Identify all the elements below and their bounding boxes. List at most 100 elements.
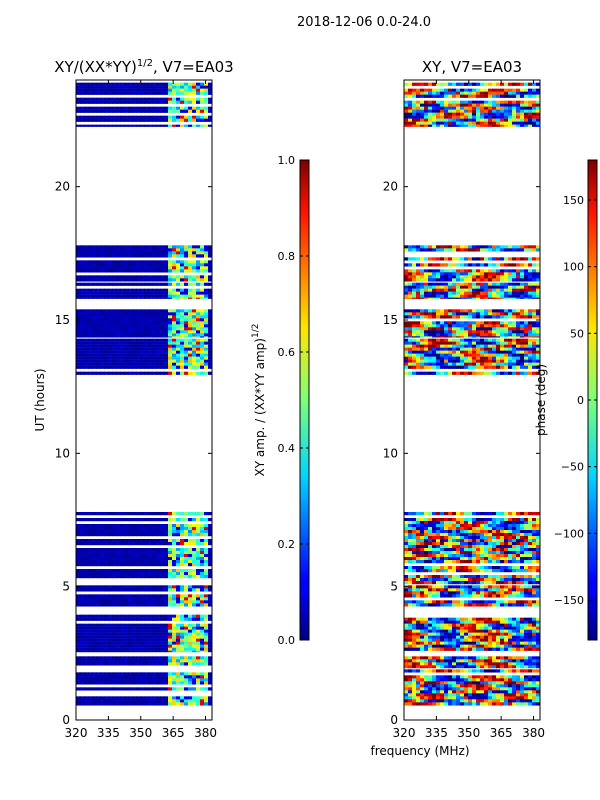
heatmap-cell <box>208 324 212 328</box>
heatmap-cell <box>424 656 429 660</box>
heatmap-cell <box>172 696 177 700</box>
heatmap-cell <box>76 524 81 528</box>
heatmap-cell <box>76 356 81 360</box>
heatmap-cell <box>104 115 109 119</box>
heatmap-cell <box>196 557 201 561</box>
heatmap-cell <box>504 588 509 592</box>
heatmap-cell <box>504 647 509 651</box>
heatmap-cell <box>204 82 209 86</box>
heatmap-cell <box>168 309 173 313</box>
heatmap-cell <box>408 684 413 688</box>
heatmap-cell <box>152 696 157 700</box>
heatmap-cell <box>528 551 533 555</box>
heatmap-cell <box>148 675 153 679</box>
heatmap-cell <box>460 588 465 592</box>
heatmap-cell <box>412 545 417 549</box>
heatmap-cell <box>180 356 185 360</box>
heatmap-cell <box>424 560 429 564</box>
heatmap-cell <box>112 681 117 685</box>
heatmap-cell <box>464 542 469 546</box>
heatmap-cell <box>196 85 201 89</box>
heatmap-cell <box>128 647 133 651</box>
heatmap-cell <box>504 591 509 595</box>
heatmap-cell <box>488 512 493 516</box>
heatmap-cell <box>464 702 469 706</box>
heatmap-cell <box>148 594 153 598</box>
heatmap-cell <box>148 245 153 249</box>
heatmap-cell <box>152 585 157 589</box>
heatmap-cell <box>108 530 113 534</box>
heatmap-cell <box>144 563 149 567</box>
heatmap-cell <box>192 333 197 337</box>
heatmap-cell <box>456 551 461 555</box>
heatmap-cell <box>104 635 109 639</box>
heatmap-cell <box>172 288 177 292</box>
heatmap-cell <box>76 245 81 249</box>
heatmap-cell <box>480 518 485 522</box>
heatmap-cell <box>120 347 125 351</box>
heatmap-cell <box>412 632 417 636</box>
heatmap-cell <box>448 545 453 549</box>
heatmap-cell <box>196 333 201 337</box>
heatmap-cell <box>520 699 525 703</box>
heatmap-cell <box>160 650 165 653</box>
heatmap-cell <box>148 371 153 375</box>
heatmap-cell <box>436 524 441 528</box>
heatmap-cell <box>412 656 417 660</box>
heatmap-cell <box>96 614 101 618</box>
heatmap-cell <box>424 518 429 522</box>
heatmap-cell <box>92 548 97 552</box>
heatmap-cell <box>124 542 129 546</box>
heatmap-cell <box>192 623 197 627</box>
heatmap-cell <box>412 644 417 648</box>
heatmap-cell <box>88 88 93 92</box>
heatmap-cell <box>156 297 161 299</box>
heatmap-cell <box>116 297 121 299</box>
heatmap-cell <box>488 524 493 528</box>
heatmap-cell <box>200 260 205 264</box>
heatmap-cell <box>172 106 177 110</box>
heatmap-cell <box>208 572 212 576</box>
heatmap-cell <box>436 518 441 522</box>
heatmap-cell <box>500 524 505 528</box>
heatmap-cell <box>112 309 117 313</box>
heatmap-cell <box>156 563 161 567</box>
heatmap-cell <box>208 644 212 648</box>
heatmap-cell <box>80 359 85 363</box>
heatmap-cell <box>200 327 205 331</box>
heatmap-cell <box>204 315 209 319</box>
heatmap-cell <box>132 318 137 322</box>
heatmap-cell <box>472 675 477 679</box>
heatmap-cell <box>500 684 505 688</box>
heatmap-cell <box>192 527 197 531</box>
heatmap-cell <box>196 330 201 334</box>
heatmap-cell <box>200 291 205 295</box>
heatmap-cell <box>448 527 453 531</box>
heatmap-cell <box>104 629 109 633</box>
heatmap-cell <box>524 699 529 703</box>
heatmap-cell <box>124 288 129 292</box>
heatmap-cell <box>428 684 433 688</box>
heatmap-cell <box>88 696 93 700</box>
heatmap-cell <box>524 566 529 570</box>
heatmap-cell <box>192 542 197 546</box>
heatmap-cell <box>432 548 437 552</box>
heatmap-cell <box>140 321 145 325</box>
heatmap-cell <box>84 533 89 537</box>
heatmap-cell <box>156 118 161 122</box>
heatmap-cell <box>168 318 173 322</box>
heatmap-cell <box>92 699 97 703</box>
heatmap-cell <box>440 603 445 607</box>
heatmap-cell <box>500 588 505 592</box>
heatmap-cell <box>160 632 165 636</box>
heatmap-cell <box>484 678 489 682</box>
heatmap-cell <box>180 278 185 282</box>
heatmap-cell <box>116 638 121 642</box>
heatmap-cell <box>84 551 89 555</box>
heatmap-cell <box>176 548 181 552</box>
heatmap-cell <box>528 536 533 540</box>
heatmap-cell <box>184 294 189 298</box>
heatmap-cell <box>196 106 201 110</box>
heatmap-cell <box>108 312 113 316</box>
heatmap-cell <box>464 588 469 592</box>
